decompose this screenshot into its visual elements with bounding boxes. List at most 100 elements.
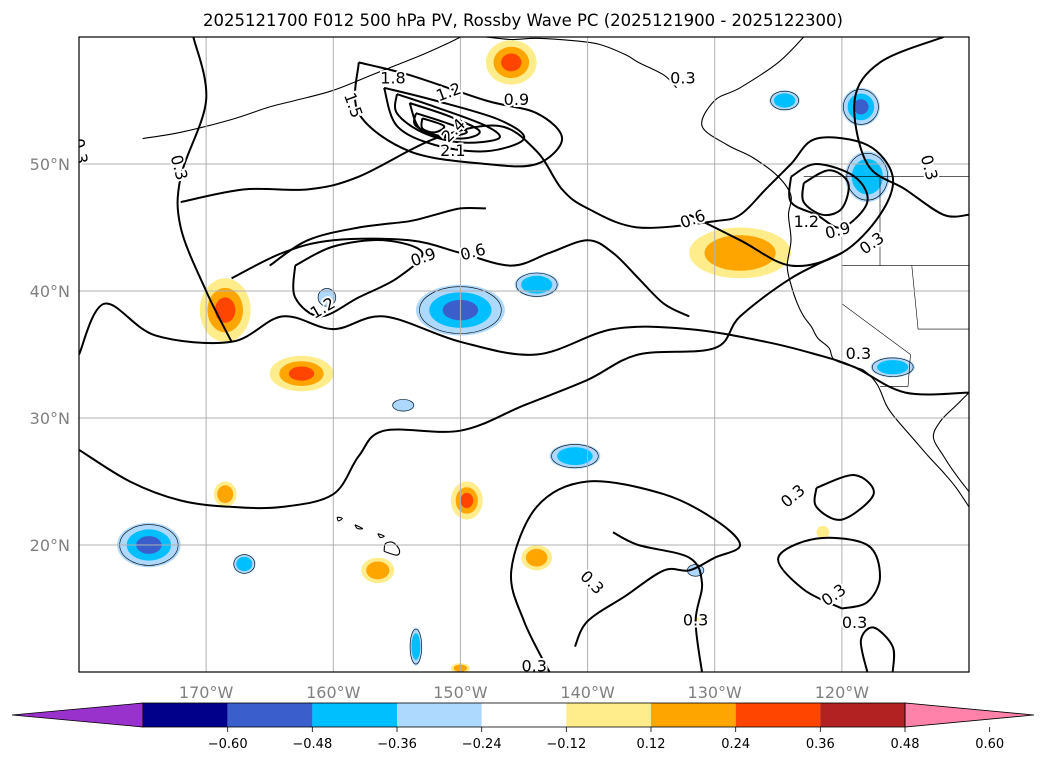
anomaly-positive-9 [816, 525, 830, 539]
anomaly-outline [409, 628, 423, 665]
pv-contours [79, 37, 969, 672]
contour-0_3-8 [859, 626, 896, 672]
contour-label: 0.3 [683, 611, 708, 630]
colorbar-tick-label: −0.12 [546, 737, 586, 752]
contour-0_9-11 [269, 206, 486, 267]
contour-0_3-7 [777, 536, 882, 610]
anomaly-band [366, 561, 390, 580]
contour-0_9-13 [353, 61, 564, 168]
anomaly-negative-18 [769, 90, 800, 111]
contour-1_5-17 [394, 93, 501, 144]
anomaly-outline [233, 554, 256, 574]
border-line-3 [911, 265, 969, 330]
anomaly-positive-0 [199, 278, 251, 342]
anomaly-positive-7 [521, 545, 552, 571]
colorbar-outline [142, 702, 906, 728]
anomaly-band [411, 633, 421, 660]
anomaly-band [704, 235, 776, 271]
anomaly-outline [515, 272, 558, 297]
anomaly-positive-3 [689, 227, 791, 279]
anomaly-band [521, 275, 553, 294]
contour-0_3-2 [176, 37, 233, 343]
contour-label: 0.3 [846, 344, 871, 363]
anomaly-band [215, 297, 236, 323]
lon-tick-label: 170°W [179, 683, 234, 702]
plot-frame [78, 36, 970, 673]
colorbar-tick-label: 0.48 [891, 737, 920, 752]
lat-tick-label: 30°N [30, 409, 70, 428]
contour-label: 1.8 [380, 68, 405, 87]
anomaly-outline [551, 444, 599, 469]
colorbar-cell [397, 703, 482, 727]
contour-label: 0.3 [842, 613, 867, 632]
plot-area: 0.30.30.3 0.31.5 1.2 0.92.42.11.80.6 1.2 0.9 0… [68, 37, 969, 672]
colorbar-cell [143, 703, 228, 727]
coastline-6 [354, 524, 364, 530]
anomaly-band [816, 525, 830, 539]
colorbar-tick-label: 0.12 [637, 737, 666, 752]
anomaly-outline [770, 90, 799, 111]
colorbar-tick-label: −0.60 [208, 737, 248, 752]
anomaly-negative-12 [514, 272, 559, 298]
anomaly-band [391, 398, 415, 412]
colorbar-extend-max [904, 702, 1035, 728]
anomaly-band [526, 548, 548, 567]
contour-0_3-1 [79, 252, 843, 510]
anomaly-negative-20 [232, 553, 256, 575]
colorbar: −0.60 −0.48 −0.36 −0.24 −0.12 0.12 0.24 0.36 0.4… [11, 702, 1035, 752]
latitude-labels: 20°N 30°N 40°N 50°N [30, 155, 70, 555]
anomaly-band [236, 556, 253, 572]
coastline-5 [377, 533, 385, 539]
chart-title: 2025121700 F012 500 hPa PV, Rossby Wave … [203, 11, 843, 30]
colorbar-cell [651, 703, 736, 727]
colorbar-extend-min [11, 702, 144, 728]
contour-2_1-19 [413, 112, 468, 138]
anomaly-band [877, 360, 909, 375]
anomaly-negative-15 [841, 87, 881, 126]
anomaly-outline [392, 399, 415, 412]
anomaly-positive-6 [361, 557, 395, 584]
contour-0_9-14 [788, 162, 869, 229]
colorbar-tick-label: −0.36 [377, 737, 417, 752]
anomaly-band [217, 485, 234, 504]
anomaly-negative-19 [317, 287, 337, 307]
gridlines [79, 37, 969, 672]
coastline-4 [383, 541, 401, 556]
colorbar-tick-label: 0.24 [721, 737, 750, 752]
colorbar-cell [820, 703, 905, 727]
colorbar-tick-label: 0.36 [806, 737, 835, 752]
anomaly-band [460, 492, 474, 509]
colorbar-cell [566, 703, 651, 727]
anomaly-negative-21 [391, 398, 415, 412]
anomaly-band [317, 287, 337, 307]
colorbar-tick-label: −0.48 [292, 737, 332, 752]
colorbar-cell [735, 703, 821, 727]
coastline-7 [336, 516, 343, 522]
colorbar-cell [312, 703, 397, 727]
coastline-0 [701, 37, 969, 508]
anomaly-positive-10 [695, 614, 709, 628]
anomaly-band [853, 99, 869, 115]
colorbar-cells [11, 702, 1035, 728]
contour-0_6-10 [231, 237, 690, 318]
lat-tick-label: 40°N [30, 282, 70, 301]
contour-label: 0.9 [504, 90, 529, 109]
anomaly-positive-2 [485, 40, 537, 85]
contour-0_3-5 [612, 531, 704, 672]
anomaly-band [501, 53, 522, 72]
anomaly-positive-5 [213, 481, 237, 507]
colorbar-tick-label: 0.60 [975, 737, 1004, 752]
lon-tick-label: 160°W [306, 683, 361, 702]
anomaly-negative-22 [409, 627, 423, 666]
contour-label: 1.2 [794, 212, 819, 231]
contour-label: 0.3 [68, 137, 91, 165]
lon-tick-label: 150°W [433, 683, 488, 702]
coastline-3 [485, 37, 678, 89]
contour-0_3-6 [813, 474, 875, 521]
longitude-labels: 170°W 160°W 150°W 140°W 130°W 120°W [179, 683, 869, 702]
anomaly-positive-4 [450, 481, 483, 520]
anomaly-outline [317, 288, 337, 307]
lon-tick-label: 120°W [815, 683, 870, 702]
colorbar-cell [227, 703, 313, 727]
